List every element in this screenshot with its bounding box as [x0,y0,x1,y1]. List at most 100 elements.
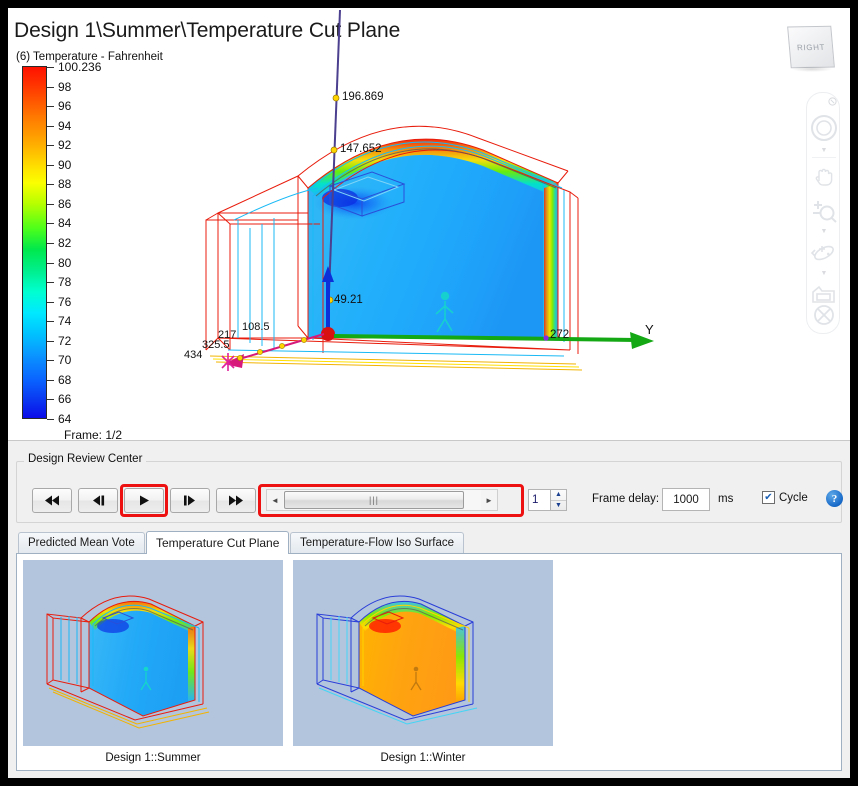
z-tick-label-1: 196.869 [342,91,384,103]
thumbnail-caption-summer: Design 1::Summer [105,752,201,764]
colorbar-tick-label: 90 [58,158,72,172]
slider-right-arrow-icon[interactable]: ► [481,490,497,510]
play-button[interactable] [124,488,164,513]
zoom-dropdown-caret[interactable]: ▼ [820,228,828,235]
frame-delay-units-label: ms [718,493,734,505]
y-axis-label: Y [645,322,654,337]
slider-thumb[interactable]: ||| [284,491,464,509]
free-orbit-icon[interactable] [807,237,841,269]
toolbar-divider-1 [812,157,836,158]
frame-delay-input[interactable]: 1000 [662,488,710,511]
colorbar-tick-mark [47,204,54,205]
tab-predicted-mean-vote[interactable]: Predicted Mean Vote [18,532,145,553]
colorbar-tick-mark [47,302,54,303]
thumbnail-image-winter[interactable] [293,560,553,746]
cycle-checkbox[interactable]: ✔ [762,491,775,504]
colorbar-tick-mark [47,67,54,68]
3d-viewport[interactable]: Design 1\Summer\Temperature Cut Plane (6… [8,8,850,440]
thumbnail-image-summer[interactable] [23,560,283,746]
next-frame-button[interactable] [170,488,210,513]
application-window: Design 1\Summer\Temperature Cut Plane (6… [8,8,850,778]
stepper-down-icon[interactable]: ▼ [555,501,562,509]
orbit-icon[interactable] [807,109,841,147]
colorbar-tick-label: 84 [58,216,72,230]
stepper-up-icon[interactable]: ▲ [551,490,566,501]
legend-title: (6) Temperature - Fahrenheit [16,51,163,63]
thumbnail-card-winter[interactable]: Design 1::Winter [293,560,553,764]
slider-track[interactable]: ||| [283,490,481,510]
tab-panel: Design 1::Summer [16,553,842,771]
help-button[interactable]: ? [826,490,843,507]
colorbar-tick-label: 94 [58,119,72,133]
design-review-center-label: Design Review Center [24,453,147,465]
colorbar-tick-mark [47,145,54,146]
play-icon [140,495,149,506]
z-tick-label-2: 147.652 [340,143,382,155]
colorbar-tick-mark [47,165,54,166]
colorbar-tick-mark [47,419,54,420]
colorbar-tick-label: 66 [58,392,72,406]
colorbar-tick-label: 80 [58,256,72,270]
close-view-icon[interactable] [807,299,841,331]
skip-back-icon [45,495,59,506]
colorbar-tick-label: 96 [58,99,72,113]
temperature-colorbar: 100.236 98 96 94 92 90 88 86 84 82 80 78 76 74 72 70 68 6… [22,61,142,434]
cfd-model-render: 196.869 147.652 49.21 Y 272 [184,9,654,371]
slider-left-arrow-icon[interactable]: ◄ [267,490,283,510]
toolbar-pin-icon[interactable] [807,95,841,107]
first-frame-button[interactable] [32,488,72,513]
zoom-icon[interactable] [807,195,841,227]
viewcube-face-label[interactable]: RIGHT [787,25,835,69]
colorbar-tick-mark [47,380,54,381]
colorbar-tick-label: 74 [58,314,72,328]
bottom-panel: Design Review Center [8,440,850,778]
colorbar-tick-label: 98 [58,80,72,94]
frame-number-input[interactable]: 1 [528,489,550,511]
step-back-icon [93,495,105,506]
x-tick-label-2: 217 [218,329,236,341]
design-review-center-group [16,461,842,523]
x-tick-label-3: 325.5 [202,339,230,351]
floor-wireframe [209,355,583,371]
colorbar-tick-label: 70 [58,353,72,367]
colorbar-tick-label: 92 [58,138,72,152]
colorbar-tick-label: 88 [58,177,72,191]
step-forward-icon [184,495,195,506]
colorbar-tick-mark [47,223,54,224]
camera-icon[interactable] [807,279,841,311]
interior-wireframe [227,141,565,357]
colorbar-tick-mark [47,184,54,185]
colorbar-tick-mark [47,341,54,342]
tab-temperature-cut-plane[interactable]: Temperature Cut Plane [146,531,290,554]
occupant-silhouette [435,291,454,333]
previous-frame-button[interactable] [78,488,118,513]
frame-number-stepper[interactable]: ▲ ▼ [550,489,567,511]
colorbar-tick-mark [47,106,54,107]
skip-forward-icon [229,495,243,506]
cycle-label: Cycle [779,491,808,504]
axis-triad: 196.869 147.652 49.21 Y 272 [184,9,654,371]
frame-delay-label: Frame delay: [592,493,660,505]
colorbar-gradient [22,66,47,419]
x-tick-label-1: 108.5 [242,321,270,333]
colorbar-tick-label: 82 [58,236,72,250]
cycle-checkbox-group[interactable]: ✔ Cycle [762,491,808,504]
colorbar-tick-label: 64 [58,412,72,426]
colorbar-tick-mark [47,360,54,361]
tabstrip[interactable]: Predicted Mean Vote Temperature Cut Plane… [16,531,842,554]
x-tick-label-4: 434 [184,349,202,361]
viewcube[interactable]: RIGHT [781,22,843,76]
navigation-toolbar[interactable]: ▼ ▼ ▼ [806,92,840,334]
last-frame-button[interactable] [216,488,256,513]
tab-temperature-flow-iso-surface[interactable]: Temperature-Flow Iso Surface [290,532,465,553]
thumbnail-card-summer[interactable]: Design 1::Summer [23,560,283,764]
outer-boundary-wireframe [205,125,579,354]
colorbar-tick-label: 78 [58,275,72,289]
colorbar-tick-mark [47,399,54,400]
orbit-dropdown-caret[interactable]: ▼ [820,147,828,154]
colorbar-tick-label: 76 [58,295,72,309]
frame-slider[interactable]: ◄ ||| ► [266,489,498,511]
orbit-mode-caret[interactable]: ▼ [820,270,828,277]
pan-icon[interactable] [807,161,841,193]
thumbnail-caption-winter: Design 1::Winter [380,752,466,764]
